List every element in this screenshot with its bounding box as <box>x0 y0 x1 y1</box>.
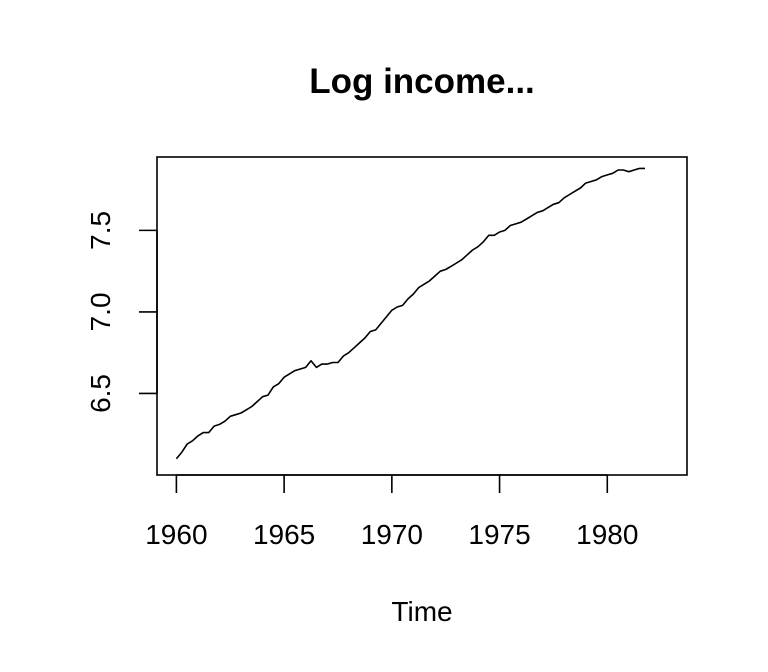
x-tick-label: 1960 <box>145 519 207 550</box>
y-tick-label: 7.5 <box>85 211 116 250</box>
x-tick-label: 1975 <box>468 519 530 550</box>
chart-title: Log income... <box>309 62 535 101</box>
x-tick-label: 1965 <box>253 519 315 550</box>
x-axis: 1960 1965 1970 1975 1980 <box>145 474 638 550</box>
series-line-log-income <box>175 167 645 460</box>
y-axis: 6.5 7.0 7.5 <box>85 211 158 413</box>
x-axis-label: Time <box>391 596 452 627</box>
y-tick-label: 6.5 <box>85 374 116 413</box>
y-tick-label: 7.0 <box>85 292 116 331</box>
x-tick-label: 1970 <box>361 519 423 550</box>
x-tick-label: 1980 <box>576 519 638 550</box>
plot-frame <box>156 156 688 476</box>
